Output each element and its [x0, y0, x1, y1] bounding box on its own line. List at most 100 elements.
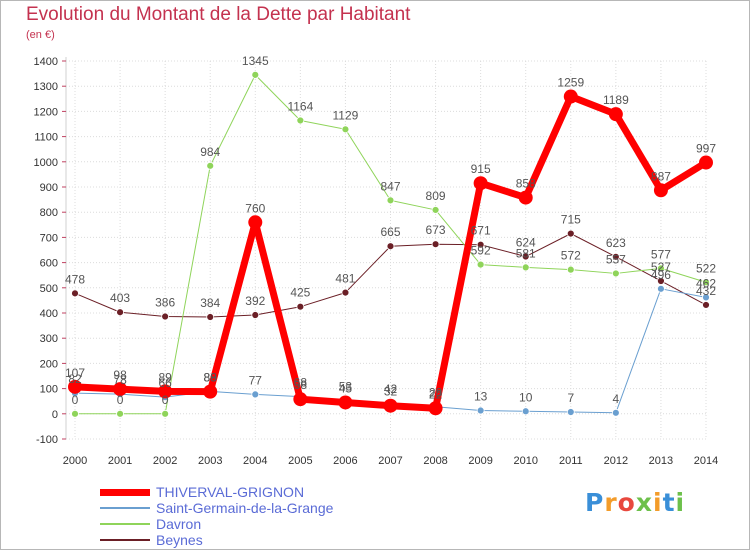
legend-label: Beynes: [156, 532, 203, 548]
data-point: [476, 240, 485, 249]
data-label: 89: [204, 370, 218, 384]
data-point: [71, 409, 79, 418]
data-label: 82: [68, 372, 82, 386]
data-label: 1164: [287, 99, 313, 113]
data-point: [653, 183, 668, 198]
data-label: 403: [110, 291, 130, 305]
data-label: 32: [384, 385, 398, 399]
data-label: 7: [567, 391, 574, 405]
data-label: 386: [155, 296, 175, 310]
data-label: 4: [613, 392, 620, 406]
chart-title: Evolution du Montant de la Dette par Hab…: [26, 4, 411, 25]
data-point: [476, 260, 485, 269]
data-label: 42: [384, 382, 398, 396]
data-label: 557: [606, 252, 626, 266]
data-point: [563, 89, 578, 104]
data-point: [657, 264, 665, 273]
data-label: 572: [561, 249, 581, 263]
x-tick-label: 2006: [333, 455, 357, 467]
data-point: [611, 252, 620, 261]
legend: THIVERVAL-GRIGNON Saint-Germain-de-la-Gr…: [100, 484, 420, 548]
data-point: [251, 390, 260, 399]
y-tick-label: 1200: [34, 106, 58, 118]
data-label: 809: [426, 189, 446, 203]
data-label: 10: [519, 390, 533, 404]
y-tick-label: 900: [40, 182, 58, 194]
y-tick-label: 500: [40, 283, 58, 295]
data-label: 671: [471, 224, 491, 238]
data-label: 432: [696, 284, 716, 298]
data-label: 89: [158, 370, 172, 384]
data-label: 425: [290, 286, 310, 300]
data-label: 68: [294, 376, 308, 390]
data-label: 53: [339, 379, 353, 393]
legend-label: THIVERVAL-GRIGNON: [156, 484, 305, 500]
data-point: [476, 406, 485, 415]
data-label: 581: [516, 246, 536, 260]
data-point: [71, 289, 79, 298]
legend-swatch: [100, 539, 150, 541]
logo-letter: P: [585, 488, 605, 517]
data-label: 1259: [557, 76, 584, 90]
data-label: 66: [158, 376, 172, 390]
data-point: [251, 311, 260, 319]
x-tick-label: 2004: [243, 455, 267, 467]
data-point: [341, 288, 350, 297]
data-point: [68, 379, 82, 394]
data-label: 384: [200, 296, 220, 310]
x-tick-label: 2010: [513, 455, 537, 467]
data-point: [521, 252, 530, 261]
y-tick-label: 600: [40, 258, 58, 270]
data-label: 98: [113, 368, 127, 382]
data-label: 624: [516, 236, 536, 250]
data-label: 392: [245, 294, 265, 308]
data-point: [296, 302, 305, 311]
legend-swatch: [100, 523, 150, 525]
legend-swatch: [100, 507, 150, 509]
data-label: 0: [117, 393, 124, 407]
x-tick-label: 2013: [649, 455, 673, 467]
data-point: [702, 278, 710, 287]
data-point: [293, 392, 308, 407]
data-label: 77: [249, 373, 263, 387]
data-point: [383, 398, 398, 413]
x-tick-label: 2008: [423, 455, 447, 467]
logo-letter: x: [635, 488, 653, 517]
data-label: 478: [65, 272, 85, 286]
data-point: [206, 161, 215, 170]
data-point: [158, 384, 173, 399]
data-point: [566, 408, 575, 416]
data-point: [521, 263, 530, 272]
x-tick-label: 2014: [694, 455, 718, 467]
legend-label: Saint-Germain-de-la-Grange: [156, 500, 334, 516]
data-label: 715: [561, 213, 581, 227]
data-label: 1345: [242, 54, 269, 68]
data-point: [611, 269, 620, 278]
data-label: 1189: [603, 93, 629, 107]
data-label: 522: [696, 261, 716, 275]
legend-item-thiverval: THIVERVAL-GRIGNON: [100, 484, 420, 500]
data-point: [566, 229, 575, 238]
logo-letter: o: [617, 488, 636, 517]
data-point: [116, 409, 124, 418]
x-tick-label: 2009: [468, 455, 492, 467]
data-point: [296, 116, 305, 125]
data-label: 623: [606, 236, 626, 250]
data-label: 28: [429, 386, 443, 400]
data-point: [702, 301, 710, 309]
data-label: 45: [339, 381, 353, 395]
data-label: 88: [204, 371, 218, 385]
data-point: [203, 384, 218, 399]
data-label: 13: [474, 390, 488, 404]
data-point: [113, 382, 128, 397]
data-point: [428, 401, 443, 416]
legend-label: Davron: [156, 516, 202, 532]
data-label: 0: [72, 393, 79, 407]
data-label: 1129: [333, 108, 359, 122]
legend-item-beynes: Beynes: [100, 532, 420, 548]
data-point: [657, 277, 665, 285]
data-point: [431, 240, 440, 249]
data-label: 673: [426, 223, 446, 237]
